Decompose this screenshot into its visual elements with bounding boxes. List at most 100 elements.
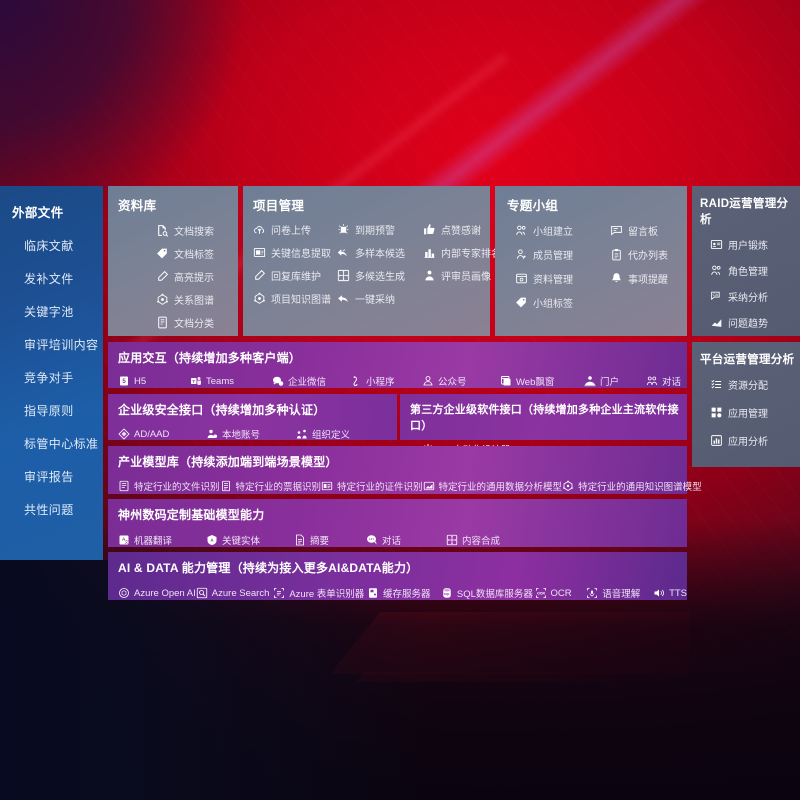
foundation-item-summary[interactable]: 摘要 <box>294 533 366 547</box>
project-item-expert-ranking[interactable]: 内部专家排名 <box>423 245 501 260</box>
app-item-wecom[interactable]: 企业微信 <box>272 374 350 388</box>
project-item-thanks[interactable]: 点赞感谢 <box>423 222 493 237</box>
platform-item-resource-allocation[interactable]: 资源分配 <box>710 377 800 392</box>
message-board-icon <box>610 224 623 237</box>
sidebar-item-review-report[interactable]: 审评报告 <box>24 470 74 484</box>
project-item-expiry-alert[interactable]: 到期预警 <box>337 222 423 237</box>
item-label: 代办列表 <box>628 251 668 262</box>
item-label: TTS <box>669 587 688 599</box>
extract-icon <box>253 246 266 259</box>
app-item-official-account[interactable]: 公众号 <box>422 374 500 388</box>
band-app-interaction-title: 应用交互（持续增加多种客户端） <box>118 351 302 365</box>
person-add-icon <box>515 248 528 261</box>
panel-raid-analytics: RAID运营管理分析 用户锻炼 角色管理 QA 采纳分析 问题趋势 <box>692 186 800 336</box>
project-item-key-info-extract[interactable]: 关键信息提取 <box>253 245 337 260</box>
ai-item-sql-database[interactable]: SQL SQL数据库服务器 <box>441 586 535 600</box>
sidebar-item-supplement-docs[interactable]: 发补文件 <box>24 272 74 286</box>
foundation-item-content-synthesis[interactable]: 内容合成 <box>446 533 500 547</box>
group-item-material-management[interactable]: 资料管理 <box>515 271 610 286</box>
band-ai-data-title: AI & DATA 能力管理（持续为接入更多AI&DATA能力） <box>118 561 419 575</box>
security-item-ad-aad[interactable]: AD/AAD <box>118 428 206 440</box>
group-item-reminders[interactable]: 事项提醒 <box>610 271 690 286</box>
item-label: AD/AAD <box>134 428 170 440</box>
industry-item-data-analysis-model[interactable]: 特定行业的通用数据分析模型 <box>423 479 562 493</box>
svg-text:OCR: OCR <box>537 592 545 596</box>
ai-item-tts[interactable]: TTS <box>653 587 687 599</box>
library-item-highlight[interactable]: 高亮提示 <box>156 269 238 284</box>
industry-item-receipt-recognition[interactable]: 特定行业的票据识别 <box>220 479 321 493</box>
project-item-reply-library[interactable]: 回复库维护 <box>253 268 337 283</box>
raid-item-role-management[interactable]: 角色管理 <box>710 263 800 278</box>
panel-platform-title: 平台运营管理分析 <box>700 354 795 366</box>
project-item-knowledge-graph[interactable]: 项目知识图谱 <box>253 291 337 306</box>
item-label: 文档标签 <box>174 250 214 261</box>
ai-item-ocr[interactable]: OCR OCR <box>535 587 587 599</box>
sidebar-item-keyword-pool[interactable]: 关键字池 <box>24 305 74 319</box>
project-item-multi-candidate-gen[interactable]: 多候选生成 <box>337 268 423 283</box>
library-item-doc-tag[interactable]: 文档标签 <box>156 246 238 261</box>
raid-item-adoption-analysis[interactable]: QA 采纳分析 <box>710 289 800 304</box>
group-item-todo-list[interactable]: 代办列表 <box>610 247 690 262</box>
library-item-relation-graph[interactable]: 关系图谱 <box>156 292 238 307</box>
industry-item-id-recognition[interactable]: 特定行业的证件识别 <box>321 479 423 493</box>
sidebar-item-guidelines[interactable]: 指导原则 <box>24 404 74 418</box>
app-item-miniprogram[interactable]: 小程序 <box>350 374 422 388</box>
item-label: 资料管理 <box>533 275 573 286</box>
raid-item-user-training[interactable]: 用户锻炼 <box>710 237 800 252</box>
sidebar-item-clinical-literature[interactable]: 临床文献 <box>24 239 74 253</box>
platform-item-app-analysis[interactable]: 应用分析 <box>710 433 800 448</box>
ai-item-azure-openai[interactable]: Azure Open AI <box>118 587 196 599</box>
ai-item-azure-search[interactable]: Azure Search <box>196 587 274 599</box>
security-item-local-account[interactable]: 本地账号 <box>206 427 296 441</box>
item-label: 小程序 <box>366 377 395 388</box>
sidebar-item-standards-center[interactable]: 标管中心标准 <box>24 437 99 451</box>
app-item-web-window[interactable]: Web飘窗 <box>500 374 584 388</box>
raid-item-issue-trend[interactable]: 问题趋势 <box>710 315 800 330</box>
org-chart-icon <box>296 428 308 440</box>
ai-item-form-recognizer[interactable]: Azure 表单识别器 <box>273 586 367 600</box>
foundation-item-key-entity[interactable]: A 关键实体 <box>206 533 294 547</box>
library-item-doc-classify[interactable]: 文档分类 <box>156 315 238 330</box>
security-item-org-definition[interactable]: 组织定义 <box>296 427 350 441</box>
alarm-light-icon <box>337 223 350 236</box>
project-item-multi-sample[interactable]: 多样本候选 <box>337 245 423 260</box>
item-label: 角色管理 <box>728 267 768 278</box>
item-label: 小组建立 <box>533 227 573 238</box>
app-item-dialog[interactable]: 对话 <box>646 374 681 388</box>
project-item-one-click-adopt[interactable]: 一键采纳 <box>337 291 423 306</box>
sidebar-item-competitors[interactable]: 竞争对手 <box>24 371 74 385</box>
band-thirdparty-interface: 第三方企业级软件接口（持续增加多种企业主流软件接口） API自动化设计器 <box>400 394 687 456</box>
reply-all-icon <box>337 246 350 259</box>
industry-item-knowledge-graph-model[interactable]: 特定行业的通用知识图谱模型 <box>562 479 702 493</box>
band-enterprise-security: 企业级安全接口（持续增加多种认证） AD/AAD 本地账号 组织定义 <box>108 394 397 441</box>
item-label: 点赞感谢 <box>441 226 481 237</box>
ai-item-cache-server[interactable]: 缓存服务器 <box>367 586 441 600</box>
project-item-reviewer-portrait[interactable]: 评审员画像 <box>423 268 493 283</box>
app-item-h5[interactable]: 5 H5 <box>118 375 190 387</box>
group-item-group-tags[interactable]: 小组标签 <box>515 295 610 310</box>
people-icon <box>710 264 723 277</box>
svg-text:QA: QA <box>713 293 719 297</box>
project-item-questionnaire-upload[interactable]: 问卷上传 <box>253 222 337 237</box>
app-item-teams[interactable]: T Teams <box>190 375 272 387</box>
foundation-item-dialog[interactable]: 对话 <box>366 533 446 547</box>
library-item-doc-search[interactable]: 文档搜索 <box>156 223 238 238</box>
person-portrait-icon <box>423 269 436 282</box>
ai-item-speech-understanding[interactable]: 语音理解 <box>586 586 653 600</box>
sidebar-item-training-content[interactable]: 审评培训内容 <box>24 338 99 352</box>
group-item-create-group[interactable]: 小组建立 <box>515 223 610 238</box>
file-ocr-icon <box>118 480 130 492</box>
sidebar-item-common-issues[interactable]: 共性问题 <box>24 503 74 517</box>
platform-item-app-management[interactable]: 应用管理 <box>710 405 800 420</box>
web-window-icon <box>500 375 512 387</box>
industry-item-file-recognition[interactable]: 特定行业的文件识别 <box>118 479 220 493</box>
app-item-portal[interactable]: 门户 <box>584 374 646 388</box>
app-analytics-icon <box>710 434 723 447</box>
teams-icon: T <box>190 375 202 387</box>
group-item-member-management[interactable]: 成员管理 <box>515 247 610 262</box>
item-label: Azure 表单识别器 <box>289 589 365 600</box>
group-item-message-board[interactable]: 留言板 <box>610 223 690 238</box>
miniprogram-icon <box>350 375 362 387</box>
